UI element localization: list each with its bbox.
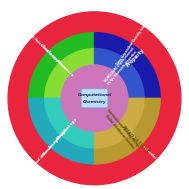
Text: All atomic molecular dynamics: All atomic molecular dynamics — [127, 130, 170, 174]
Wedge shape — [45, 49, 94, 98]
Text: Computational: Computational — [77, 93, 112, 97]
Text: Conformation: Conformation — [40, 44, 67, 71]
Wedge shape — [94, 33, 160, 98]
Text: Density functional theory: Density functional theory — [22, 26, 59, 63]
Wedge shape — [94, 98, 160, 164]
Wedge shape — [45, 98, 94, 148]
Text: Arrangement: Arrangement — [121, 124, 150, 154]
Circle shape — [8, 12, 181, 185]
Wedge shape — [29, 33, 94, 98]
Text: HOMO/LUMO Dipole moment
UV-Vis Electronic properties: HOMO/LUMO Dipole moment UV-Vis Electroni… — [104, 47, 139, 86]
Text: Chemistry: Chemistry — [83, 100, 106, 104]
Text: Time dependent-Density functional theory: Time dependent-Density functional theory — [116, 6, 160, 66]
Text: Structure: Structure — [55, 59, 75, 79]
Wedge shape — [94, 49, 144, 98]
Circle shape — [61, 65, 128, 132]
Wedge shape — [94, 98, 144, 148]
Text: Phase separation: Phase separation — [41, 125, 71, 157]
Text: Property: Property — [125, 47, 146, 68]
FancyBboxPatch shape — [81, 89, 108, 108]
Text: Intermolecular binding energy
Radial distribution function: Intermolecular binding energy Radial dis… — [102, 109, 140, 151]
Wedge shape — [29, 98, 94, 164]
Text: Morphology: Morphology — [55, 117, 78, 141]
Text: Coarse-grained molecular dynamics: Coarse-grained molecular dynamics — [20, 129, 67, 181]
